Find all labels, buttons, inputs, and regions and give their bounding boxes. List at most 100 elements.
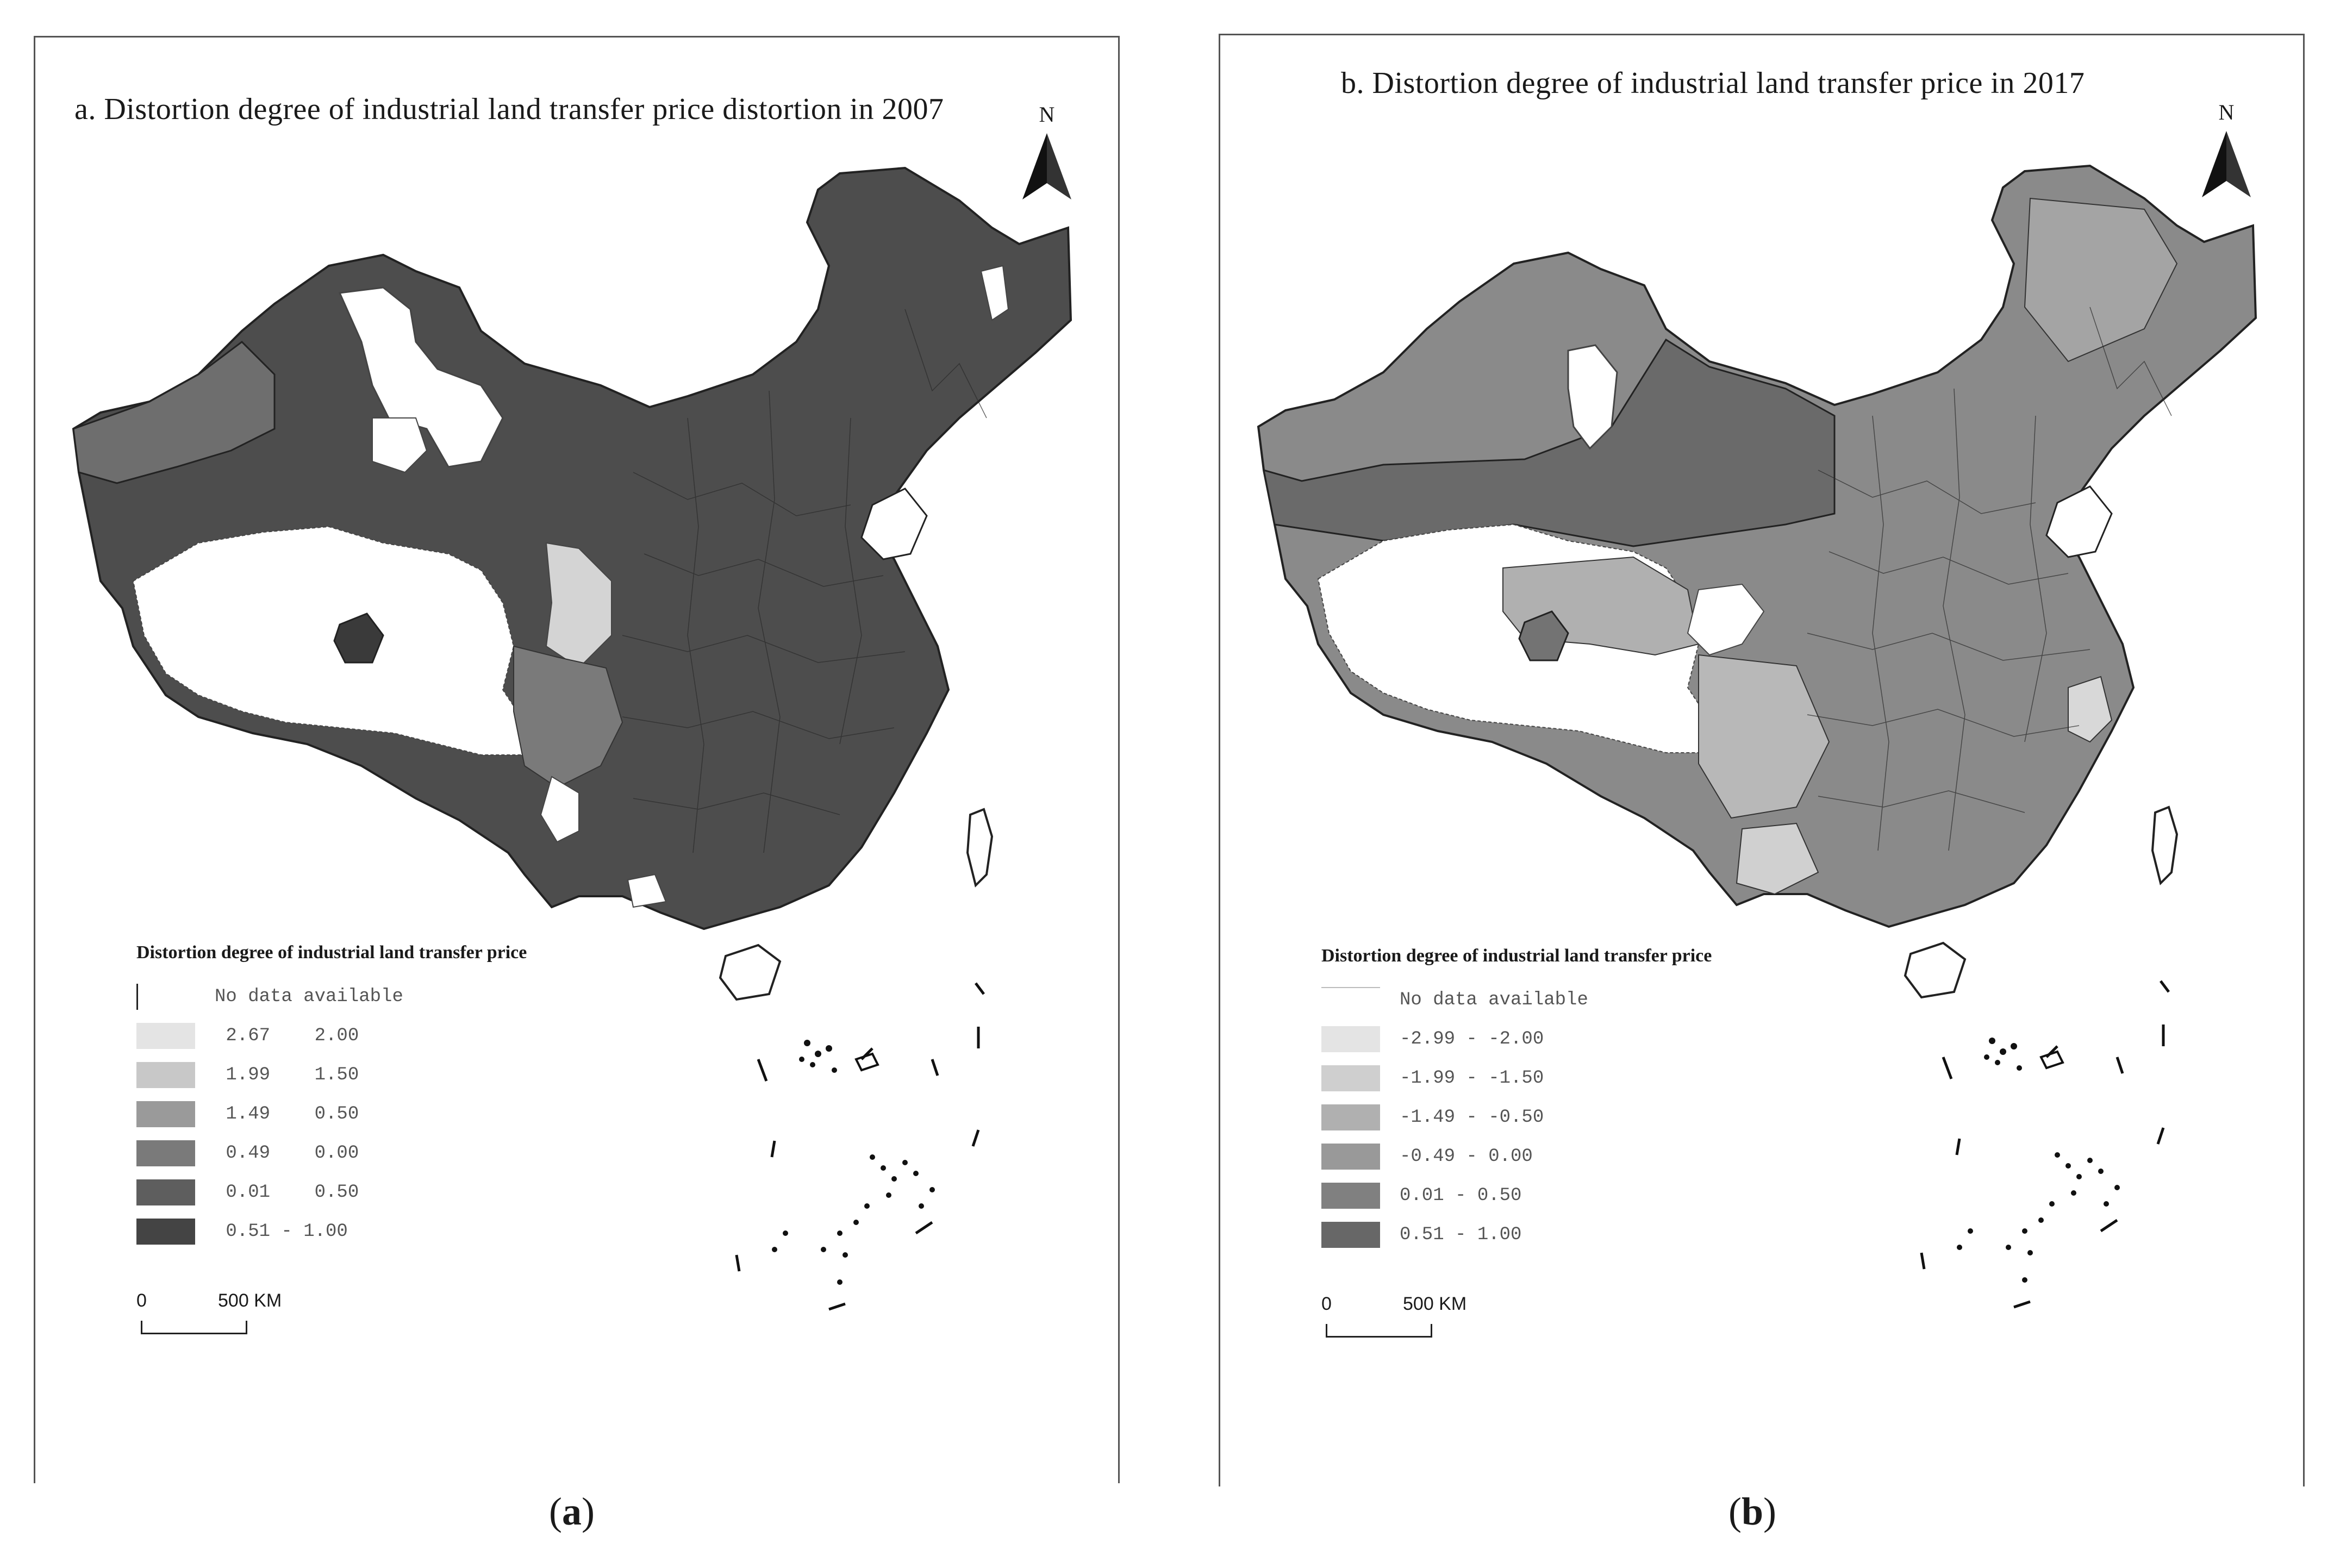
scale-bar-line — [141, 1321, 247, 1334]
internal-boundaries — [622, 309, 987, 853]
internal-boundaries — [1807, 307, 2172, 851]
legend-item: No data available — [136, 977, 527, 1016]
legend-swatch — [136, 1140, 195, 1166]
qinghai-dark-patch — [1518, 610, 1569, 661]
hainan-island — [1904, 941, 1967, 999]
legend-item: 1.99 1.50 — [136, 1055, 527, 1095]
legend-item: -1.49 - -0.50 — [1321, 1098, 1712, 1137]
caption-letter: b — [1741, 1490, 1764, 1533]
northeast-region-light — [2024, 197, 2178, 363]
yunnan-light-patch — [1736, 822, 1819, 895]
map-title-b: b. Distortion degree of industrial land … — [1341, 66, 2085, 100]
legend-label: 1.49 0.50 — [215, 1104, 359, 1125]
south-sea-islands — [1957, 1038, 2120, 1283]
bohai-sea — [2045, 485, 2113, 558]
north-arrow-icon — [1022, 133, 1071, 199]
legend-item: -1.99 - -1.50 — [1321, 1059, 1712, 1098]
legend-label: 0.01 0.50 — [215, 1182, 359, 1203]
scale-zero-label: 0 — [136, 1290, 147, 1311]
legend-swatch — [1321, 1183, 1380, 1209]
legend-swatch — [136, 1219, 195, 1245]
nine-dash-line — [735, 982, 985, 1311]
island-ring — [854, 1052, 879, 1072]
south-sea-islands — [772, 1040, 935, 1285]
legend-swatch — [1321, 1104, 1380, 1130]
xinjiang-small-white — [372, 417, 428, 473]
xinjiang-west-region — [72, 341, 276, 484]
scale-distance-label: 500 KM — [218, 1290, 282, 1311]
legend-a: Distortion degree of industrial land tra… — [136, 942, 527, 1251]
legend-label: 0.49 0.00 — [215, 1143, 359, 1164]
taiwan-island — [2151, 805, 2179, 885]
legend-label: -2.99 - -2.00 — [1400, 1029, 1544, 1050]
legend-label: 1.99 1.50 — [215, 1065, 359, 1085]
legend-b: Distortion degree of industrial land tra… — [1321, 946, 1712, 1254]
legend-item: 1.49 0.50 — [136, 1095, 527, 1134]
xinjiang-north-no-data — [1567, 344, 1618, 450]
northeast-patch — [980, 265, 1009, 321]
legend-label: -1.49 - -0.50 — [1400, 1107, 1544, 1128]
caption-letter: a — [561, 1490, 582, 1533]
legend-label: 0.51 - 1.00 — [1400, 1225, 1522, 1245]
legend-swatch — [136, 1062, 195, 1088]
legend-item: 0.49 0.00 — [136, 1134, 527, 1173]
legend-swatch — [1321, 987, 1380, 1013]
yunnan-white-patch — [540, 776, 579, 843]
map-shapes-b — [1257, 164, 2257, 1309]
nine-dash-line — [1920, 980, 2170, 1309]
sichuan-west-region — [513, 645, 623, 789]
scale-bar-a: 0 500 KM — [136, 1290, 282, 1339]
legend-label: No data available — [215, 986, 403, 1007]
bohai-sea — [860, 488, 928, 560]
north-arrow-icon — [2202, 131, 2251, 197]
island-ring — [2039, 1050, 2064, 1070]
north-label: N — [2218, 100, 2235, 124]
legend-label: No data available — [1400, 990, 1588, 1010]
caption-b: (b) — [1728, 1490, 1777, 1533]
legend-item: 0.01 0.50 — [136, 1173, 527, 1212]
legend-label: -0.49 - 0.00 — [1400, 1146, 1533, 1167]
legend-swatch — [1321, 1065, 1380, 1091]
gansu-no-data — [1687, 583, 1765, 656]
map-shapes-a — [72, 166, 1072, 1311]
north-arrow-a: N — [1022, 102, 1071, 210]
legend-item: -2.99 - -2.00 — [1321, 1020, 1712, 1059]
map-panel-b: b. Distortion degree of industrial land … — [1219, 34, 2305, 1486]
hainan-island — [719, 944, 782, 1001]
sichuan-region-light — [1698, 654, 1830, 819]
qinghai-dark-patch — [333, 613, 384, 664]
north-arrow-b: N — [2202, 99, 2251, 208]
legend-label: 2.67 2.00 — [215, 1026, 359, 1046]
scale-bar-b: 0 500 KM — [1321, 1294, 1466, 1342]
legend-swatch — [1321, 1144, 1380, 1170]
legend-swatch — [136, 1101, 195, 1127]
scale-zero-label: 0 — [1321, 1294, 1332, 1314]
china-map-a — [72, 166, 1072, 1311]
legend-label: 0.51 - 1.00 — [215, 1221, 348, 1242]
legend-item: 0.51 - 1.00 — [1321, 1215, 1712, 1254]
scale-bar-line — [1326, 1324, 1432, 1338]
legend-swatch — [1321, 1222, 1380, 1248]
legend-swatch — [136, 984, 195, 1010]
map-title-a: a. Distortion degree of industrial land … — [74, 92, 944, 126]
legend-item: 0.01 - 0.50 — [1321, 1176, 1712, 1215]
xinjiang-north-no-data — [338, 286, 504, 468]
legend-item: -0.49 - 0.00 — [1321, 1137, 1712, 1176]
legend-swatch — [136, 1023, 195, 1049]
legend-title: Distortion degree of industrial land tra… — [136, 942, 527, 963]
china-map-b — [1257, 164, 2257, 1309]
yunnan-white-patch-2 — [627, 873, 667, 908]
legend-title: Distortion degree of industrial land tra… — [1321, 946, 1712, 966]
legend-swatch — [136, 1179, 195, 1205]
legend-item: 0.51 - 1.00 — [136, 1212, 527, 1251]
gansu-light-region — [545, 542, 612, 669]
scale-distance-label: 500 KM — [1403, 1294, 1467, 1314]
legend-label: -1.99 - -1.50 — [1400, 1068, 1544, 1089]
caption-a: (a) — [549, 1490, 595, 1533]
taiwan-island — [966, 808, 994, 888]
mainland-outline — [1257, 164, 2257, 928]
map-panel-a: a. Distortion degree of industrial land … — [34, 36, 1120, 1483]
legend-item: No data available — [1321, 980, 1712, 1020]
legend-label: 0.01 - 0.50 — [1400, 1185, 1522, 1206]
legend-item: 2.67 2.00 — [136, 1016, 527, 1055]
